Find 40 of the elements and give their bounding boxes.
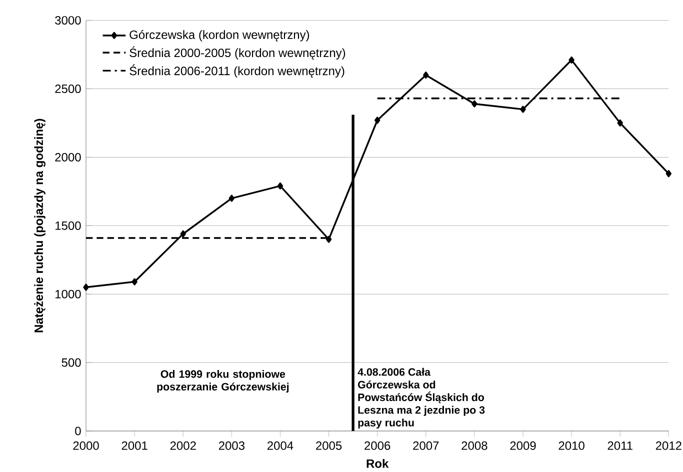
x-tick-label: 2001 — [122, 441, 148, 450]
y-axis-title: Natężenie ruchu (pojazdy na godzinę) — [34, 118, 46, 332]
x-tick-label: 2005 — [316, 441, 342, 450]
x-tick-label: 2007 — [413, 441, 439, 450]
point — [423, 72, 429, 79]
y-tick-label: 3000 — [55, 16, 81, 25]
legend-label: Górczewska (kordon wewnętrzny) — [130, 30, 310, 42]
x-tick-label: 2010 — [558, 441, 584, 450]
annotation: 4.08.2006 Cała Górczewska od Powstańców Śląskich do Leszna ma 2 jezdnie po 3 pasy ruchu — [358, 368, 485, 429]
point — [277, 182, 284, 190]
x-tick-label: 2008 — [462, 441, 488, 450]
annotation: Od 1999 roku stopniowe poszerzanie Górczewskiej — [157, 370, 289, 393]
point — [666, 170, 672, 178]
y-tick-label: 1500 — [56, 221, 81, 230]
y-tick-label: 500 — [62, 358, 81, 367]
y-tick-label: 0 — [75, 426, 81, 436]
legend-label: Średnia 2006-2011 (kordon wewnętrzny) — [130, 64, 344, 78]
x-tick-label: 2000 — [73, 441, 99, 450]
point — [472, 100, 478, 108]
point — [520, 106, 526, 113]
x-tick-label: 2012 — [656, 441, 682, 450]
point — [374, 116, 380, 124]
x-tick-label: 2006 — [364, 441, 390, 450]
point — [326, 236, 332, 243]
x-tick-label: 2002 — [170, 441, 196, 450]
y-tick-label: 2500 — [55, 84, 81, 94]
legend-label: Średnia 2000-2005 (kordon wewnętrzny) — [130, 46, 346, 60]
y-tick-label: 2000 — [55, 152, 81, 162]
point — [228, 194, 235, 202]
point — [132, 278, 138, 286]
x-tick-label: 2004 — [267, 441, 294, 450]
point — [617, 119, 623, 127]
x-tick-label: 2003 — [218, 441, 244, 450]
x-axis-title: Rok — [366, 459, 389, 468]
point — [568, 56, 574, 64]
y-tick-label: 1000 — [56, 290, 81, 298]
x-tick-label: 2009 — [510, 441, 536, 450]
x-tick-label: 2011 — [608, 441, 632, 450]
point — [180, 230, 186, 238]
point — [83, 284, 89, 291]
